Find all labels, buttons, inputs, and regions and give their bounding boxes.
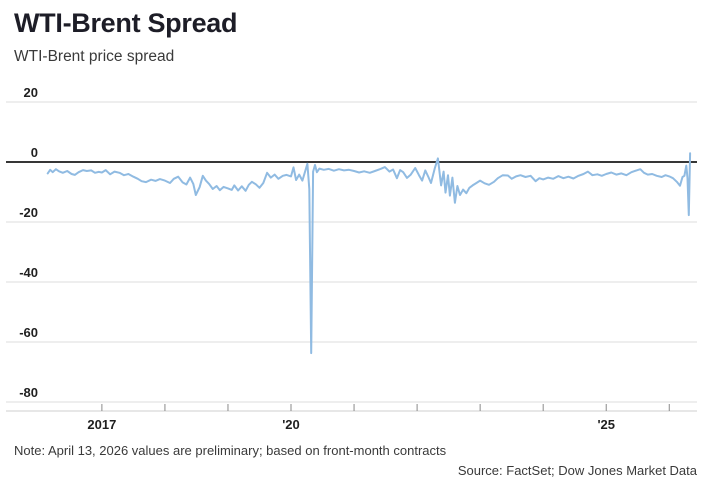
y-axis-tick-label: 20 xyxy=(24,85,38,100)
note-text: Note: April 13, 2026 values are prelimin… xyxy=(14,443,447,458)
chart-title: WTI-Brent Spread xyxy=(14,8,238,38)
chart-subtitle: WTI-Brent price spread xyxy=(14,48,175,65)
spread-line xyxy=(46,152,692,355)
y-axis-tick-label: -80 xyxy=(19,385,38,400)
x-axis-tick-label: '25 xyxy=(597,417,615,432)
y-axis-tick-label: -40 xyxy=(19,265,38,280)
y-axis-tick-label: -60 xyxy=(19,325,38,340)
x-axis-tick-label: 2017 xyxy=(87,417,116,432)
y-axis-tick-label: -20 xyxy=(19,205,38,220)
x-axis-tick-label: '20 xyxy=(282,417,300,432)
y-axis-tick-label: 0 xyxy=(31,145,38,160)
source-text: Source: FactSet; Dow Jones Market Data xyxy=(457,463,697,478)
